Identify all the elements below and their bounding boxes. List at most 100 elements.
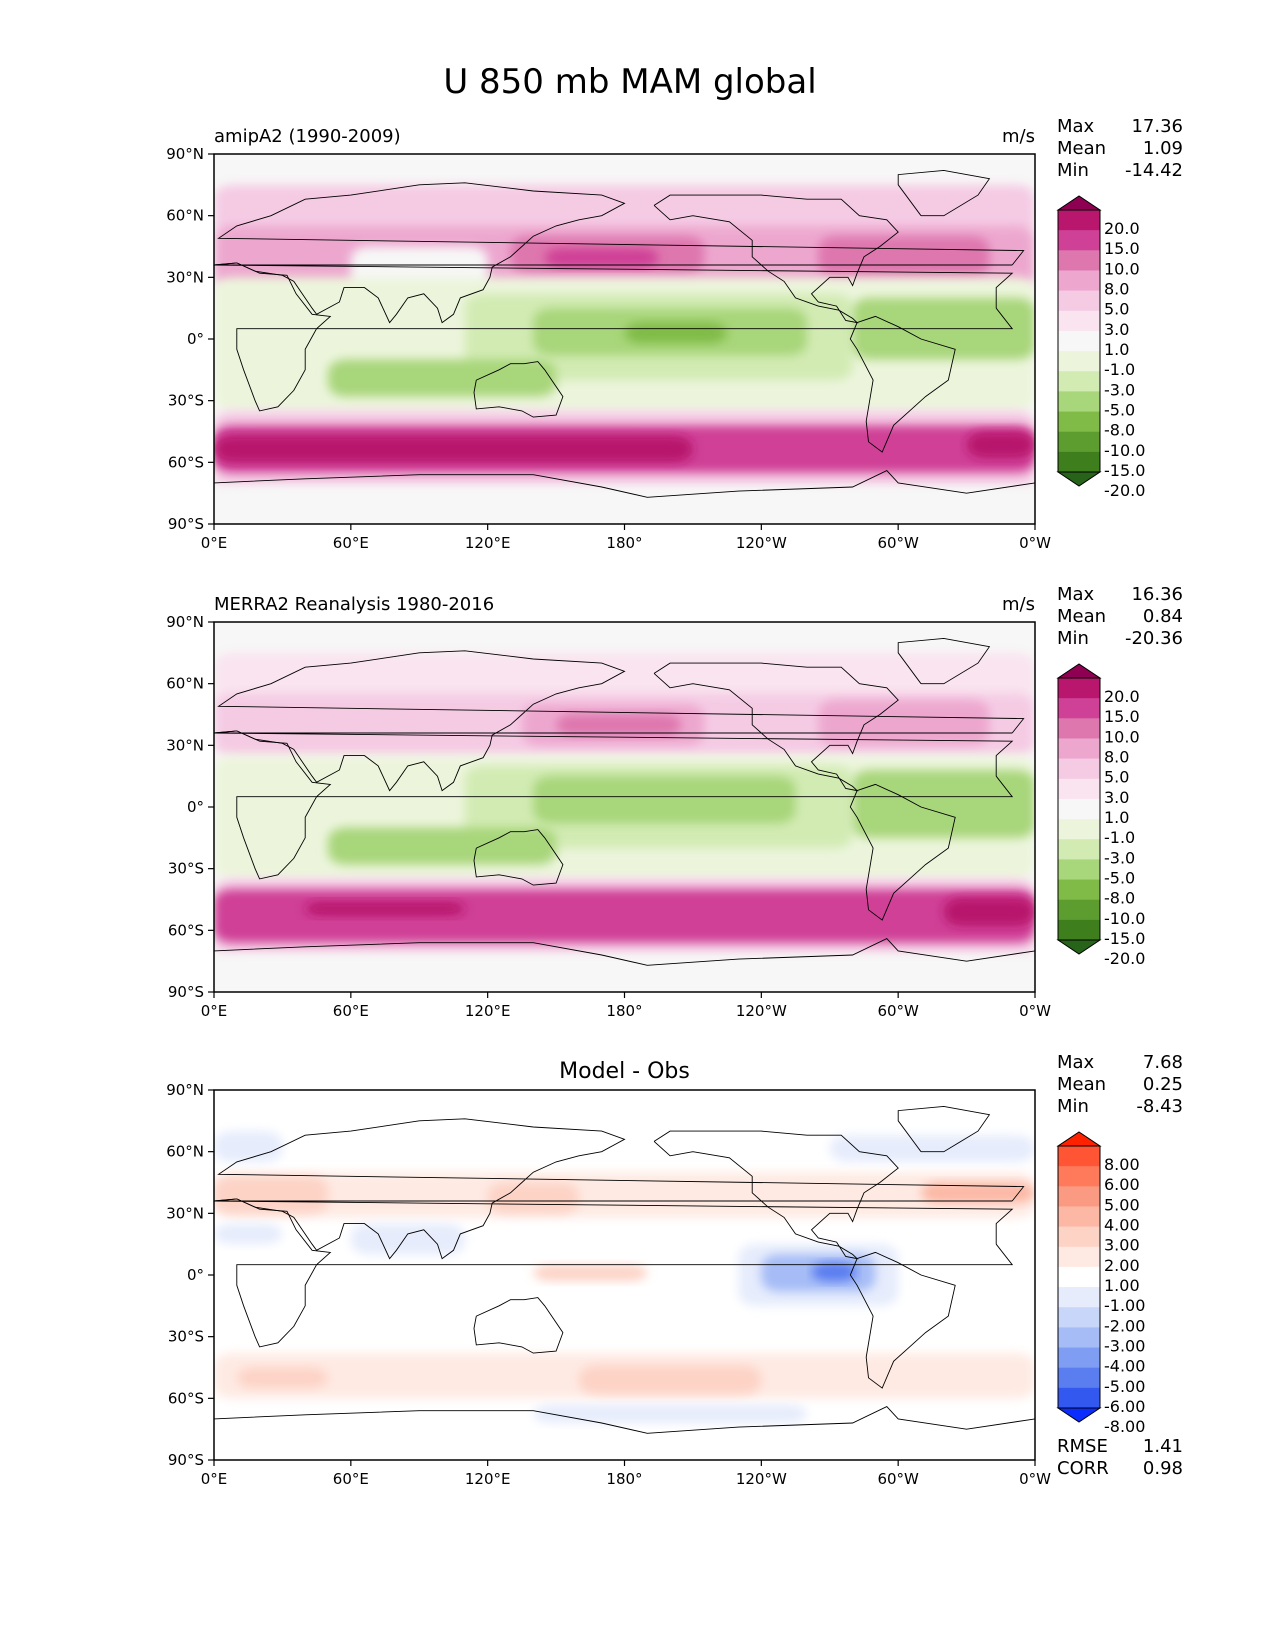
colorbar-label: -5.0 [1104,400,1135,419]
lon-tick-label: 120°E [465,1002,511,1020]
field-region [578,1365,762,1395]
stat-value: 0.25 [1143,1074,1183,1095]
lon-tick-label: 60°W [877,534,919,552]
colorbar-bin [1058,230,1100,251]
colorbar-bin [1058,210,1100,231]
units-label: m/s [1002,126,1035,147]
lon-tick-label: 180° [606,1002,642,1020]
stat-label: Max [1057,116,1095,137]
field-region [852,770,1035,838]
colorbar-label: 1.00 [1104,1276,1140,1295]
lon-tick-label: 120°W [736,1470,787,1488]
colorbar-label: 20.0 [1104,219,1140,238]
panel-title: Model - Obs [559,1059,690,1084]
lon-tick-label: 60°W [877,1470,919,1488]
colorbar-bin [1058,859,1100,881]
field-region [920,1182,1035,1204]
colorbar-label: -8.0 [1104,421,1135,440]
lat-tick-label: 90°N [166,1081,204,1099]
colorbar-bin [1058,1166,1100,1187]
colorbar-label: 5.0 [1104,300,1129,319]
colorbar-bin [1058,270,1100,292]
colorbar-extend-max [1056,1131,1102,1147]
field-region [214,435,693,463]
colorbar-label: 4.00 [1104,1216,1140,1235]
field-region [829,1135,1035,1162]
stat-value: 1.41 [1143,1436,1183,1457]
field-region [818,700,990,746]
colorbar-label: -2.00 [1104,1316,1145,1335]
lon-tick-label: 180° [606,534,642,552]
stat-value: -14.42 [1125,160,1183,181]
lon-tick-label: 60°E [333,1470,369,1488]
field-region [818,236,990,278]
colorbar-bin [1058,310,1100,332]
coastline [473,361,564,418]
colorbar-label: 3.0 [1104,320,1129,339]
colorbar-bin [1058,290,1100,312]
colorbar-label: -8.0 [1104,889,1135,908]
field-region [556,714,682,736]
lat-tick-label: 30°S [168,392,204,410]
colorbar-label: -6.00 [1104,1397,1145,1416]
colorbar-bin [1058,411,1100,433]
coastline [214,1118,1025,1260]
field-region [350,1223,465,1255]
field-region [236,1367,329,1389]
colorbar-label: -10.0 [1104,909,1145,928]
field-region [966,431,1035,459]
colorbar-extend-max [1056,195,1102,211]
colorbar-bin [1058,839,1100,860]
field-region [533,1404,807,1423]
lat-tick-label: 0° [187,330,204,348]
lon-tick-label: 120°W [736,1002,787,1020]
coastline [849,1251,956,1389]
colorbar: 8.006.005.00 4.003.002.001.00-1.00-2.00-3… [1056,1131,1145,1436]
lat-tick-label: 90°N [166,613,204,631]
colorbar-label: -3.00 [1104,1336,1145,1355]
coastline [849,315,956,453]
lon-tick-label: 120°E [465,534,511,552]
field-region [811,1262,858,1282]
lat-tick-label: 90°S [168,515,204,533]
colorbar-bin [1058,451,1100,473]
lon-tick-label: 0°W [1019,1470,1051,1488]
lat-tick-label: 60°N [166,1143,204,1161]
coastline [214,730,1014,880]
stat-label: Mean [1057,606,1106,627]
colorbar-bin [1058,798,1100,820]
stat-value: 7.68 [1143,1052,1183,1073]
colorbar-extend-max [1056,663,1102,679]
colorbar-extend-min [1056,471,1102,487]
stat-value: 0.84 [1143,606,1183,627]
colorbar-label: 1.0 [1104,340,1129,359]
lat-tick-label: 0° [187,1266,204,1284]
colorbar-label: -3.0 [1104,380,1135,399]
colorbar-bin [1058,1307,1100,1328]
coastline [473,829,564,886]
lon-tick-label: 60°E [333,534,369,552]
lon-tick-label: 120°W [736,534,787,552]
coastline [214,182,1025,324]
colorbar-label: 6.00 [1104,1175,1140,1194]
field-region [544,248,659,268]
coastline [653,194,899,324]
lon-tick-label: 0°W [1019,1002,1051,1020]
coastline [214,1198,1014,1348]
coastline [214,262,1014,412]
colorbar-label: 2.00 [1104,1256,1140,1275]
stat-label: Min [1057,160,1089,181]
colorbar: 20.015.010.0 8.05.03.01.0-1.0-3.0-5.0 -8.0… [1056,195,1145,500]
stat-value: 17.36 [1131,116,1183,137]
coastline [214,470,1035,498]
field-region [328,359,557,397]
lat-tick-label: 30°S [168,860,204,878]
stat-value: -8.43 [1136,1096,1183,1117]
colorbar-label: 3.00 [1104,1236,1140,1255]
stat-label: Min [1057,628,1089,649]
coastline [653,1130,899,1260]
colorbar-bin [1058,431,1100,453]
coastline [653,662,899,792]
colorbar-label: -20.0 [1104,949,1145,968]
colorbar-frame [1057,209,1101,473]
